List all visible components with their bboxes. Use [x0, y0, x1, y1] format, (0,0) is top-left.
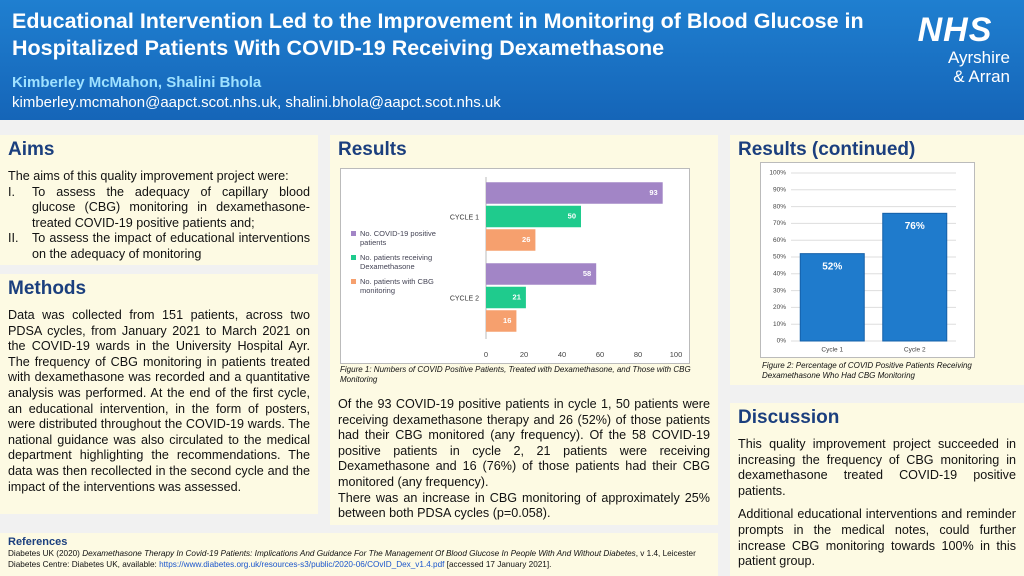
x-tick-label: 40: [558, 350, 566, 359]
x-tick-label: 20: [520, 350, 528, 359]
marker: I.: [8, 184, 15, 199]
logo-line: & Arran: [953, 67, 1010, 86]
value-label: 50: [568, 211, 576, 220]
bar: [486, 229, 536, 251]
value-label: 93: [649, 188, 657, 197]
heading: Methods: [8, 278, 87, 299]
results-text: Of the 93 COVID-19 positive patients in …: [330, 393, 718, 525]
y-tick-label: CYCLE 1: [450, 214, 479, 221]
marker: II.: [8, 231, 19, 246]
legend-swatch: [351, 231, 356, 236]
value-label: 58: [583, 269, 591, 278]
value-label: 21: [513, 292, 521, 301]
paragraph: Additional educational interventions and…: [738, 507, 1016, 569]
legend-swatch: [351, 279, 356, 284]
title: Educational Intervention Led to the Impr…: [12, 9, 864, 60]
logo-line: Ayrshire: [947, 48, 1010, 67]
heading: Results: [338, 139, 407, 160]
bar: [486, 263, 597, 285]
aims-panel: Aims The aims of this quality improvemen…: [0, 135, 318, 265]
paragraph: This quality improvement project succeed…: [738, 437, 1016, 498]
value-label: 52%: [822, 261, 842, 272]
references-panel: References Diabetes UK (2020) Dexamethas…: [0, 533, 718, 576]
header: Educational Intervention Led to the Impr…: [0, 0, 1024, 120]
text: Diabetes UK (2020): [8, 549, 83, 558]
authors: Kimberley McMahon, Shalini Bhola: [12, 74, 262, 91]
x-tick-label: Cycle 2: [904, 347, 926, 354]
item-text: To assess the impact of educational inte…: [32, 231, 310, 261]
y-tick-label: 30%: [773, 287, 786, 294]
discussion-panel: Discussion This quality improvement proj…: [730, 403, 1024, 576]
legend-swatch: [351, 255, 356, 260]
text: [accessed 17 January 2021].: [444, 560, 552, 569]
y-tick-label: 60%: [773, 237, 786, 244]
bar: [486, 286, 526, 309]
chart-svg: 0% 10% 20% 30% 40% 50% 60% 70% 80% 90% 100% 52% Cycl…: [769, 170, 956, 354]
text: , v 1.4, Leicester Diabetes Centre: Diab…: [8, 549, 696, 569]
paragraph: There was an increase in CBG monitoring …: [338, 490, 710, 521]
legend-entry: No. patients receiving Dexamethasone: [351, 253, 451, 271]
caption: Figure 2: Percentage of COVID Positive P…: [762, 361, 972, 380]
bar: [882, 212, 948, 342]
heading: Discussion: [738, 407, 840, 428]
y-tick-label: CYCLE 2: [450, 295, 479, 302]
heading: Results (continued): [738, 139, 916, 160]
value-label: 16: [503, 316, 511, 325]
bar: [799, 253, 865, 342]
heading: Aims: [8, 139, 55, 160]
y-tick-label: 90%: [773, 187, 786, 194]
x-tick-label: 100: [670, 350, 683, 359]
reference: Diabetes UK (2020) Dexamethasone Therapy…: [8, 548, 710, 570]
aims-intro: The aims of this quality improvement pro…: [8, 169, 289, 183]
bar: [486, 205, 581, 228]
y-tick-label: 50%: [773, 254, 786, 261]
link[interactable]: https://www.diabetes.org.uk/resources-s3…: [159, 560, 445, 569]
aims-item: I. To assess the adequacy of capillary bl…: [8, 185, 310, 232]
y-tick-label: 40%: [773, 271, 786, 278]
value-label: 26: [522, 235, 530, 244]
chart: 0 20 40 60 80 100 CYCLE 1 93 50 26 CYCLE 2 58 21 16 No…: [340, 168, 690, 364]
legend-entry: No. COVID-19 positive patients: [351, 229, 451, 247]
y-tick-label: 20%: [773, 304, 786, 311]
x-tick-label: 0: [484, 350, 488, 359]
y-tick-label: 100%: [769, 170, 786, 177]
y-tick-label: 80%: [773, 203, 786, 210]
bar: [486, 310, 517, 332]
emails: kimberley.mcmahon@aapct.scot.nhs.uk, sha…: [12, 94, 501, 111]
paragraph: Of the 93 COVID-19 positive patients in …: [338, 397, 710, 489]
legend-label: No. patients with CBG monitoring: [360, 277, 434, 295]
logo-mark: NHS: [917, 11, 993, 49]
ref-title: Dexamethasone Therapy In Covid-19 Patien…: [82, 549, 636, 558]
value-label: 76%: [905, 221, 925, 232]
y-tick-label: 0%: [777, 338, 787, 345]
aims-item: II. To assess the impact of educational i…: [8, 231, 310, 262]
item-text: To assess the adequacy of capillary bloo…: [32, 184, 310, 230]
methods-panel: Methods Data was collected from 151 pati…: [0, 274, 318, 514]
logo: NHS Ayrshire & Arran: [900, 12, 1010, 86]
legend-entry: No. patients with CBG monitoring: [351, 277, 451, 295]
chart: 0% 10% 20% 30% 40% 50% 60% 70% 80% 90% 100% 52% Cycl…: [760, 162, 975, 358]
heading: References: [8, 536, 68, 548]
x-tick-label: 80: [634, 350, 642, 359]
methods-text: Data was collected from 151 patients, ac…: [8, 308, 310, 494]
x-tick-label: Cycle 1: [821, 347, 843, 354]
caption: Figure 1: Numbers of COVID Positive Pati…: [340, 365, 691, 384]
y-tick-label: 70%: [773, 220, 786, 227]
bar: [486, 182, 663, 204]
chart-svg: 0 20 40 60 80 100 CYCLE 1 93 50 26 CYCLE 2 58 21 16: [450, 177, 683, 359]
y-tick-label: 10%: [773, 321, 786, 328]
legend-label: No. COVID-19 positive patients: [360, 229, 436, 247]
legend-label: No. patients receiving Dexamethasone: [360, 253, 433, 271]
x-tick-label: 60: [596, 350, 604, 359]
